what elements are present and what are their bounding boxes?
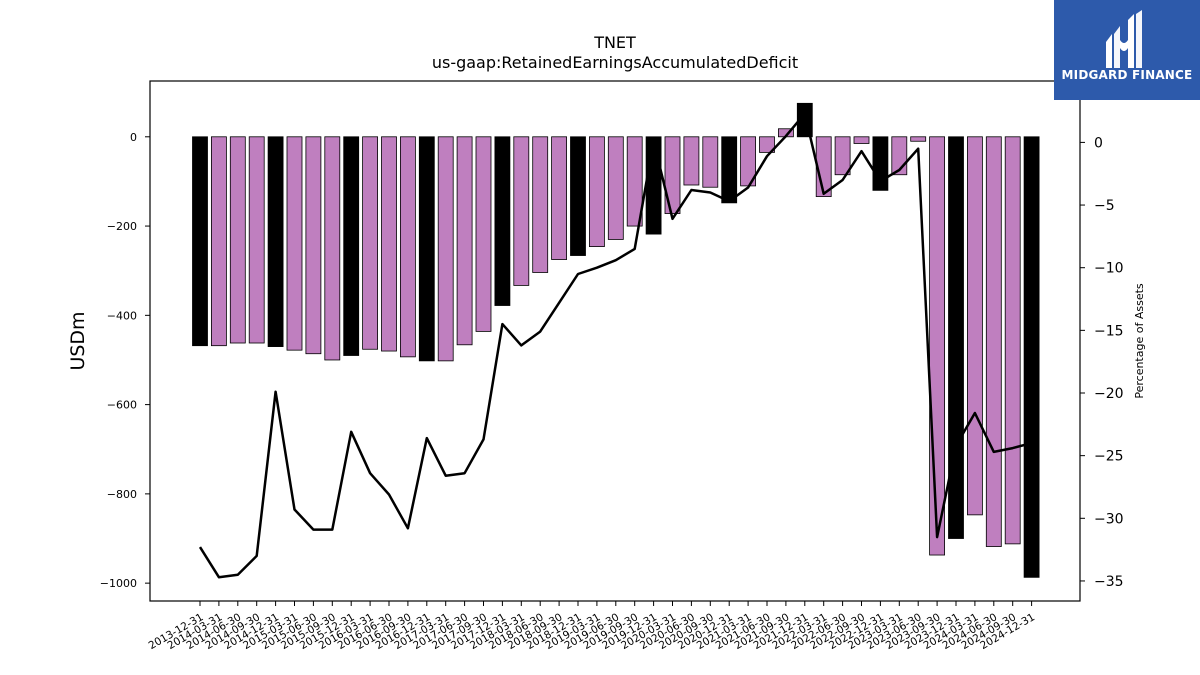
bar [853,136,870,144]
bar [626,136,643,227]
bar [1004,136,1021,545]
chart-title: TNET [593,33,636,52]
bar [381,136,397,352]
bar [399,136,416,358]
bar [967,136,983,516]
y2-axis-label: Percentage of Assets [1133,283,1146,399]
bar [456,136,473,346]
bar [1023,136,1040,578]
y2-tick-label: −10 [1094,261,1124,277]
bar [513,136,530,286]
y-tick-label: −600 [107,399,137,412]
bar [532,136,549,273]
y2-axis-ticks: 0 −5 −10 −15 −20 −25 −30 −35 [1080,135,1124,590]
y2-tick-label: −5 [1094,198,1115,214]
bar [929,136,945,556]
bar [305,136,322,355]
midgard-finance-logo: MIDGARD FINANCE [1054,0,1200,100]
bar [362,136,379,350]
y-tick-label: 0 [130,131,137,144]
bar [418,136,435,362]
plot-frame [149,80,1081,602]
bar [570,136,586,256]
y2-tick-label: −30 [1094,511,1124,527]
y-axis-ticks: 0 −200 −400 −600 −800 −1000 [100,131,150,590]
percentage-of-assets-line [198,112,1032,579]
bar-series [192,102,1040,578]
bar [759,136,775,153]
y-tick-label: −200 [107,220,137,233]
midgard-m-logo-icon [1106,10,1142,68]
bar [683,136,700,186]
y-tick-label: −1000 [100,577,137,590]
bar [645,136,662,235]
bar [437,136,454,362]
bar [721,136,738,204]
y-tick-label: −800 [107,488,137,501]
bar [985,136,1002,547]
bar [267,136,284,347]
bar [229,136,246,344]
y2-tick-label: −20 [1094,386,1124,402]
y2-tick-label: 0 [1094,135,1103,151]
bar [702,136,719,188]
bar [607,136,624,240]
x-axis-ticks: 2013-12-312014-03-312014-06-302014-09-30… [147,601,1037,652]
bar [324,136,341,361]
y-axis-label: USDm [67,311,89,370]
bar [343,136,360,356]
bar [834,136,851,176]
chart-subtitle: us-gaap:RetainedEarningsAccumulatedDefic… [432,53,798,72]
bar [192,136,208,347]
bar [551,136,567,260]
y2-tick-label: −35 [1094,574,1124,590]
bar [494,136,511,306]
bar [210,136,227,347]
bar [475,136,492,332]
bar [910,136,927,142]
logo-text: MIDGARD FINANCE [1061,68,1193,82]
bar [948,136,964,539]
y2-tick-label: −25 [1094,449,1124,465]
bar [286,136,303,351]
y2-tick-label: −15 [1094,323,1124,339]
bar [248,136,265,344]
y-tick-label: −400 [107,309,137,322]
bar [589,136,605,247]
